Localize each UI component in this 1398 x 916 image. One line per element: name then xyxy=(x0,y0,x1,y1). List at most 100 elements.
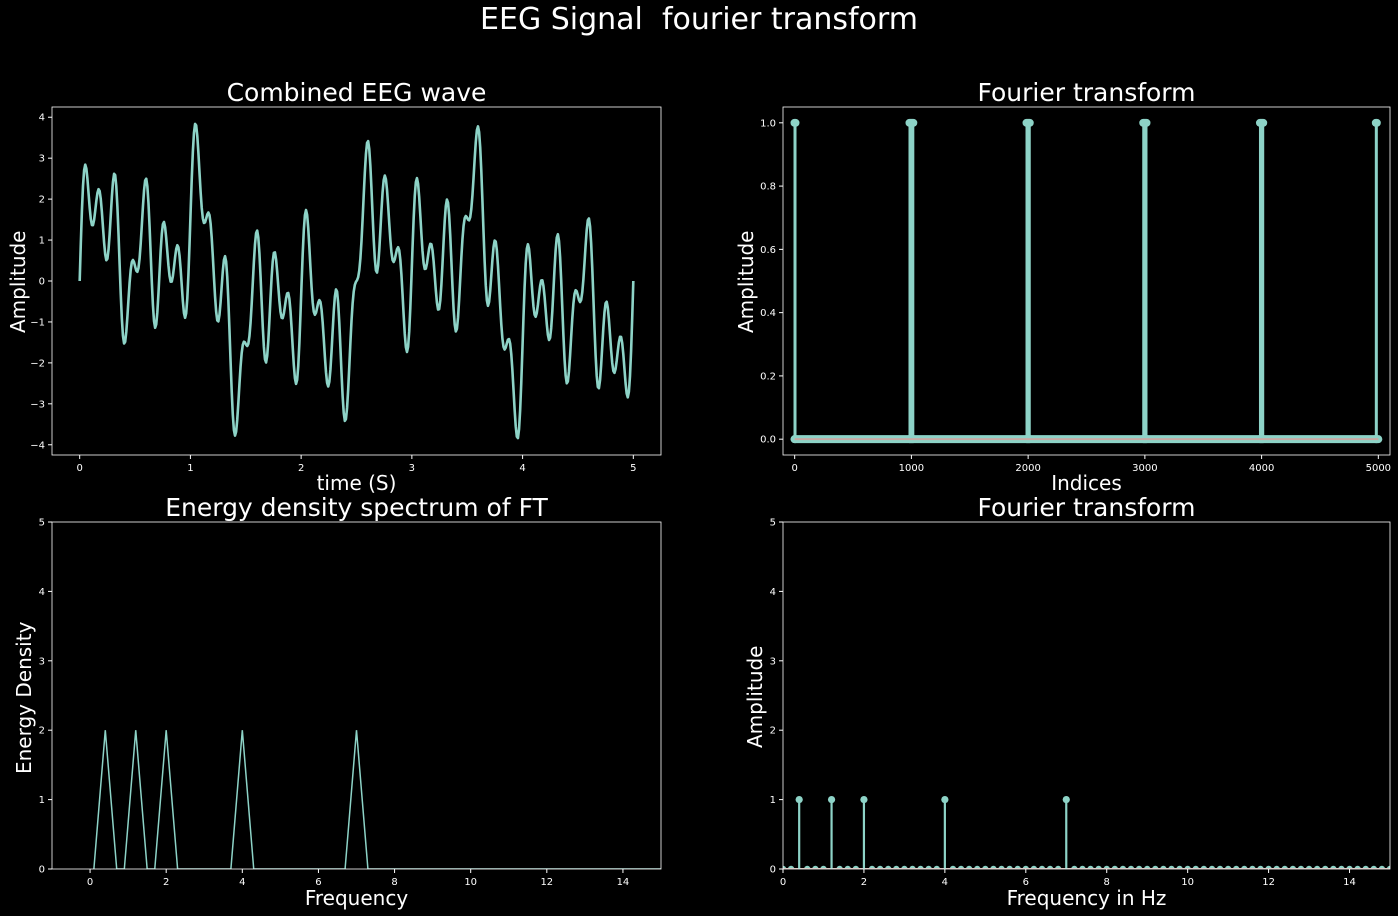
stem-marker xyxy=(860,796,868,804)
combined-eeg-wave-ytick-label: −4 xyxy=(30,440,45,451)
stem-cluster xyxy=(1371,118,1381,444)
combined-eeg-wave-axes: 0 1 2 3 4 5 −4 −3 −2 −1 0 1 2 3 4 xyxy=(30,106,662,474)
fourier-transform-indices-frame xyxy=(782,106,1391,456)
fourier-transform-indices-xtick-label: 3000 xyxy=(1132,463,1157,474)
fourier-transform-hz-xtick-label: 6 xyxy=(1023,877,1029,888)
fourier-transform-indices-xtick-label: 2000 xyxy=(1015,463,1040,474)
fourier-transform-hz-frame xyxy=(782,521,1391,870)
stem-cluster xyxy=(1022,118,1034,444)
fourier-transform-indices-ytick-label: 0.4 xyxy=(760,308,776,319)
stem-cluster-markers-top xyxy=(1139,118,1151,127)
fourier-transform-hz-ylabel: Amplitude xyxy=(743,645,767,749)
energy-density-spectrum-ylabel: Energy Density xyxy=(12,621,36,774)
energy-density-spectrum-ytick-label: 0 xyxy=(39,865,45,876)
fourier-transform-indices-ytick-label: 0.0 xyxy=(760,435,776,446)
fourier-transform-indices-ytick-label: 0.8 xyxy=(760,182,776,193)
fourier-transform-hz-xtick-label: 0 xyxy=(780,877,786,888)
combined-eeg-wave-ytick-label: −3 xyxy=(30,399,45,410)
stem-marker xyxy=(795,796,803,804)
fourier-transform-indices-ytick-label: 0.6 xyxy=(760,245,776,256)
fourier-transform-hz-plot-area xyxy=(783,796,1390,869)
energy-density-spectrum-ytick-label: 2 xyxy=(39,726,45,737)
stem-marker xyxy=(1062,796,1070,804)
eeg-signal-line xyxy=(78,122,635,440)
fourier-transform-hz-xlabel: Frequency in Hz xyxy=(1006,886,1167,910)
fourier-transform-hz-ytick-label: 2 xyxy=(770,726,776,737)
fourier-transform-indices-xtick-label: 5000 xyxy=(1366,463,1391,474)
combined-eeg-wave-plot-area xyxy=(78,122,635,440)
energy-density-spectrum-xtick-label: 4 xyxy=(239,877,245,888)
energy-density-spectrum-ytick-label: 4 xyxy=(39,587,45,598)
fourier-transform-hz-ytick-label: 4 xyxy=(770,587,776,598)
fourier-transform-hz-xtick-label: 12 xyxy=(1262,877,1275,888)
fourier-transform-indices-xtick-label: 1000 xyxy=(899,463,924,474)
fourier-transform-hz-xtick-label: 4 xyxy=(942,877,948,888)
stem-cluster xyxy=(1255,118,1268,444)
fourier-transform-indices-ylabel: Amplitude xyxy=(734,230,758,334)
stem-cluster-lines xyxy=(908,122,915,440)
energy-density-spectrum-xtick-label: 6 xyxy=(315,877,321,888)
fourier-transform-hz-xtick-label: 10 xyxy=(1181,877,1194,888)
combined-eeg-wave-ytick-label: 3 xyxy=(39,154,45,165)
combined-eeg-wave-xlabel: time (S) xyxy=(316,471,397,495)
energy-density-spectrum-xtick-label: 14 xyxy=(617,877,630,888)
stem-marker xyxy=(941,796,949,804)
stem-cluster xyxy=(905,118,918,444)
energy-density-spectrum-frame xyxy=(51,521,662,870)
energy-density-spectrum-xtick-label: 0 xyxy=(87,877,93,888)
combined-eeg-wave-ylabel: Amplitude xyxy=(6,230,30,334)
combined-eeg-wave-xtick-label: 1 xyxy=(187,463,193,474)
fourier-transform-hz-xtick-label: 14 xyxy=(1343,877,1356,888)
stem-cluster-markers-top xyxy=(1255,118,1268,127)
combined-eeg-wave-ytick-label: 2 xyxy=(39,195,45,206)
fourier-transform-indices-ytick-label: 1.0 xyxy=(760,118,776,129)
stem-cluster-lines xyxy=(1142,122,1148,440)
combined-eeg-wave-xtick-label: 3 xyxy=(409,463,415,474)
fourier-transform-indices-xtick-label: 0 xyxy=(791,463,797,474)
fourier-transform-hz-ytick-label: 0 xyxy=(770,865,776,876)
energy-density-spectrum-xlabel: Frequency xyxy=(304,886,409,910)
energy-density-spectrum-plot-area xyxy=(93,730,661,869)
energy-density-spectrum-ytick-label: 1 xyxy=(39,795,45,806)
stem-cluster-markers-top xyxy=(1022,118,1034,127)
combined-eeg-wave-frame xyxy=(51,106,662,456)
energy-density-spectrum-xtick-label: 10 xyxy=(464,877,477,888)
fourier-transform-hz-title: Fourier transform xyxy=(977,493,1196,522)
combined-eeg-wave-ytick-label: −1 xyxy=(30,317,45,328)
fourier-transform-hz-ytick-label: 3 xyxy=(770,656,776,667)
fourier-transform-indices-ytick-label: 0.2 xyxy=(760,371,776,382)
combined-eeg-wave-xtick-label: 5 xyxy=(630,463,636,474)
figure-title: EEG Signal fourier transform xyxy=(480,2,918,37)
stem-cluster-lines xyxy=(793,122,797,440)
stem-cluster-markers-top xyxy=(1371,118,1381,127)
combined-eeg-wave-ytick-label: 1 xyxy=(39,236,45,247)
fourier-transform-hz-xtick-label: 8 xyxy=(1104,877,1110,888)
stem-cluster xyxy=(1139,118,1151,444)
fourier-transform-indices-plot-area xyxy=(790,118,1383,444)
stem-cluster-markers-top xyxy=(905,118,918,127)
fourier-transform-indices-xlabel: Indices xyxy=(1051,471,1122,495)
energy-density-spectrum-xtick-label: 2 xyxy=(163,877,169,888)
combined-eeg-wave-ytick-label: 4 xyxy=(39,113,45,124)
fourier-transform-hz-ytick-label: 1 xyxy=(770,795,776,806)
stem-cluster-lines xyxy=(1374,122,1378,440)
combined-eeg-wave-xtick-label: 2 xyxy=(298,463,304,474)
fourier-transform-hz-xtick-label: 2 xyxy=(861,877,867,888)
combined-eeg-wave-ytick-label: 0 xyxy=(39,277,45,288)
fourier-transform-indices-title: Fourier transform xyxy=(977,78,1196,107)
fourier-transform-indices-xtick-label: 4000 xyxy=(1249,463,1274,474)
energy-density-spectrum-ytick-label: 5 xyxy=(39,518,45,529)
fourier-transform-indices-axes: 0 1000 2000 3000 4000 5000 0.0 0.2 0.4 0.6 0.8 1.0 xyxy=(760,106,1391,474)
stem-cluster-lines xyxy=(1258,122,1265,440)
energy-density-spectrum-xtick-label: 8 xyxy=(391,877,397,888)
energy-density-line xyxy=(93,730,661,869)
stem-marker xyxy=(827,796,836,804)
combined-eeg-wave-title: Combined EEG wave xyxy=(226,78,487,107)
stem-cluster-lines xyxy=(1025,122,1031,440)
combined-eeg-wave-ytick-label: −2 xyxy=(30,358,45,369)
energy-density-spectrum-ytick-label: 3 xyxy=(39,656,45,667)
stem-cluster xyxy=(790,118,800,444)
